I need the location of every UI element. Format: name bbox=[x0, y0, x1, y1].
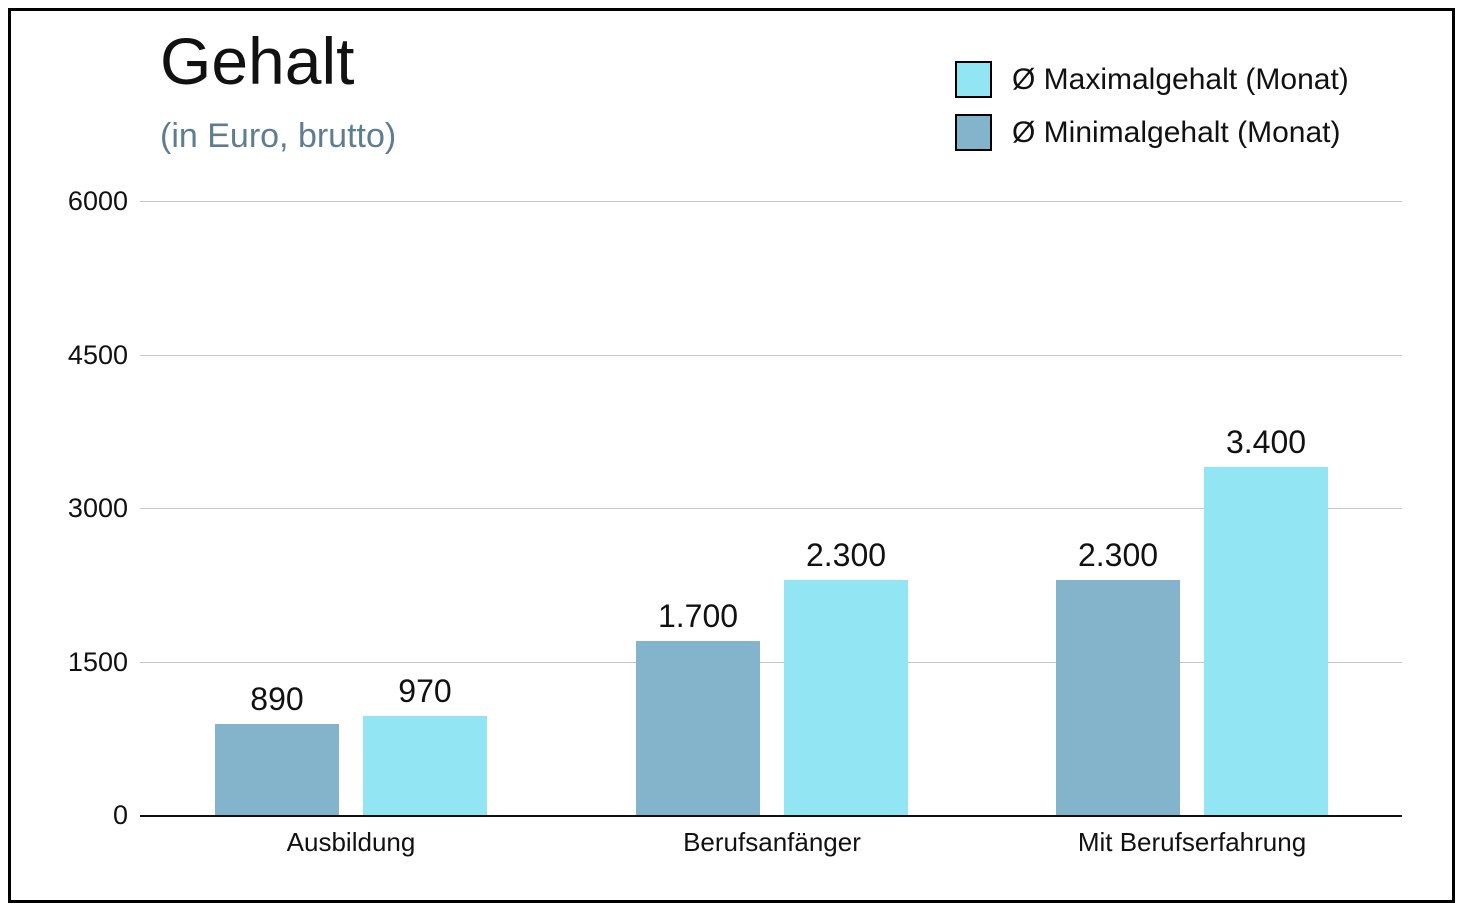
legend-swatch-maximalgehalt-icon bbox=[955, 61, 992, 98]
bar-min-3 bbox=[1056, 579, 1180, 815]
bar-value-label: 970 bbox=[398, 672, 452, 709]
y-axis-tick-label: 4500 bbox=[67, 339, 128, 370]
y-axis-tick-label: 0 bbox=[112, 800, 128, 830]
bar-group-2: 1.700 2.300 bbox=[636, 201, 908, 815]
gridline bbox=[140, 661, 1402, 663]
bar-value-label: 3.400 bbox=[1225, 424, 1307, 461]
legend-swatch-minimalgehalt-icon bbox=[955, 114, 992, 151]
x-axis-category-label: Ausbildung bbox=[286, 827, 416, 857]
chart-title: Gehalt bbox=[160, 24, 355, 98]
y-axis-tick-label: 6000 bbox=[67, 186, 128, 216]
bar-group-1: 890 970 bbox=[215, 201, 487, 815]
legend-item-maximalgehalt: Ø Maximalgehalt (Monat) bbox=[955, 61, 1349, 98]
bar-max-3 bbox=[1204, 467, 1328, 815]
chart-frame: Gehalt (in Euro, brutto) Ø Maximalgehalt… bbox=[8, 8, 1455, 903]
bar-value-label: 890 bbox=[250, 680, 304, 717]
gridline bbox=[140, 508, 1402, 509]
legend-item-minimalgehalt: Ø Minimalgehalt (Monat) bbox=[955, 114, 1349, 151]
legend: Ø Maximalgehalt (Monat) Ø Minimalgehalt … bbox=[955, 61, 1349, 167]
legend-label-maximalgehalt: Ø Maximalgehalt (Monat) bbox=[1012, 62, 1349, 96]
y-axis-tick-label: 1500 bbox=[67, 646, 128, 677]
bar-max-1 bbox=[363, 715, 487, 815]
bar-value-label: 2.300 bbox=[1077, 536, 1159, 573]
plot-area: 0 1500 3000 4500 6000 Ausbildung 890 970 Berufsa… bbox=[68, 186, 1402, 857]
legend-label-minimalgehalt: Ø Minimalgehalt (Monat) bbox=[1012, 115, 1341, 149]
bar-max-2 bbox=[784, 579, 908, 815]
bar-value-label: 1.700 bbox=[657, 598, 739, 634]
x-axis-category-label: Mit Berufserfahrung bbox=[1077, 827, 1307, 857]
bar-min-2 bbox=[636, 641, 760, 815]
x-axis-category-label: Berufsanfänger bbox=[683, 827, 861, 857]
y-axis-tick-label: 3000 bbox=[67, 493, 128, 523]
gridline bbox=[140, 354, 1402, 356]
gridline bbox=[140, 201, 1402, 202]
bar-value-label: 2.300 bbox=[805, 536, 887, 573]
bar-min-1 bbox=[215, 723, 339, 815]
chart-subtitle: (in Euro, brutto) bbox=[160, 117, 397, 155]
bar-group-3: 2.300 3.400 bbox=[1056, 201, 1328, 815]
